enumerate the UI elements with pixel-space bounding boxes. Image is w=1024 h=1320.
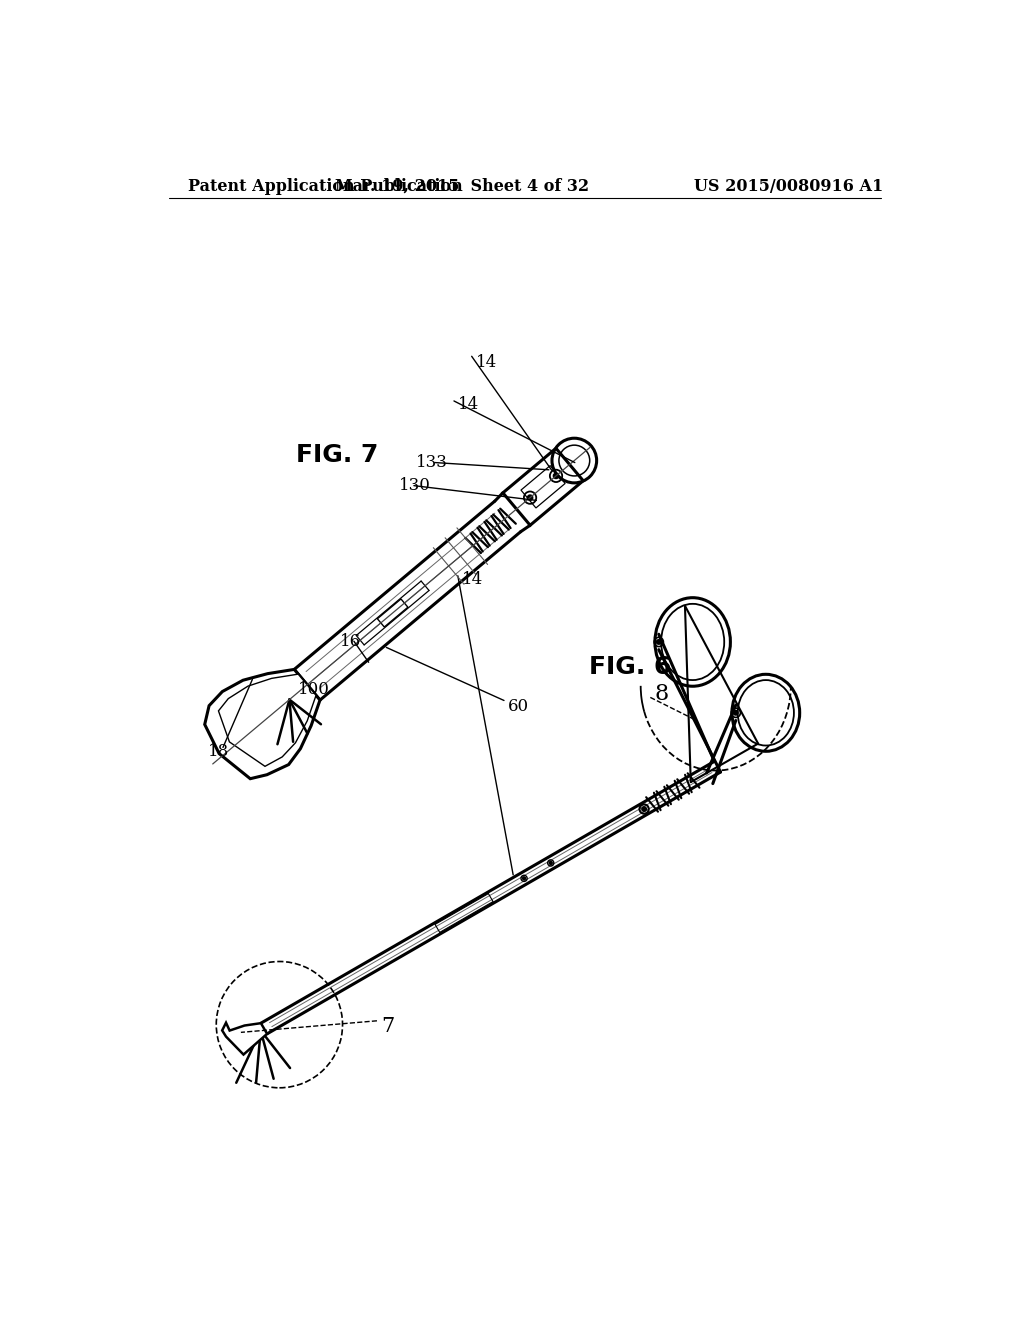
Polygon shape	[218, 675, 316, 767]
Polygon shape	[378, 599, 408, 627]
Text: 60: 60	[508, 698, 529, 715]
Text: 14: 14	[458, 396, 479, 413]
Text: Patent Application Publication: Patent Application Publication	[188, 178, 463, 194]
Text: 130: 130	[398, 477, 430, 494]
Text: 8: 8	[654, 682, 669, 705]
Text: FIG. 6: FIG. 6	[589, 655, 671, 678]
Circle shape	[527, 495, 532, 500]
Circle shape	[554, 474, 558, 478]
Circle shape	[656, 640, 660, 644]
Circle shape	[523, 878, 525, 879]
Text: 100: 100	[298, 681, 330, 698]
Polygon shape	[222, 1023, 267, 1055]
Circle shape	[734, 711, 737, 714]
Text: FIG. 7: FIG. 7	[296, 442, 379, 467]
Circle shape	[642, 807, 646, 810]
Text: 133: 133	[416, 454, 447, 471]
Text: 14: 14	[475, 354, 497, 371]
Text: Mar. 19, 2015  Sheet 4 of 32: Mar. 19, 2015 Sheet 4 of 32	[335, 178, 589, 194]
Text: 18: 18	[208, 743, 228, 760]
Circle shape	[550, 862, 552, 865]
Text: US 2015/0080916 A1: US 2015/0080916 A1	[694, 178, 884, 194]
Text: 16: 16	[340, 632, 361, 649]
Polygon shape	[205, 669, 319, 779]
Polygon shape	[503, 449, 584, 525]
Text: 7: 7	[381, 1018, 394, 1036]
Text: 14: 14	[462, 572, 483, 589]
Polygon shape	[521, 466, 565, 508]
